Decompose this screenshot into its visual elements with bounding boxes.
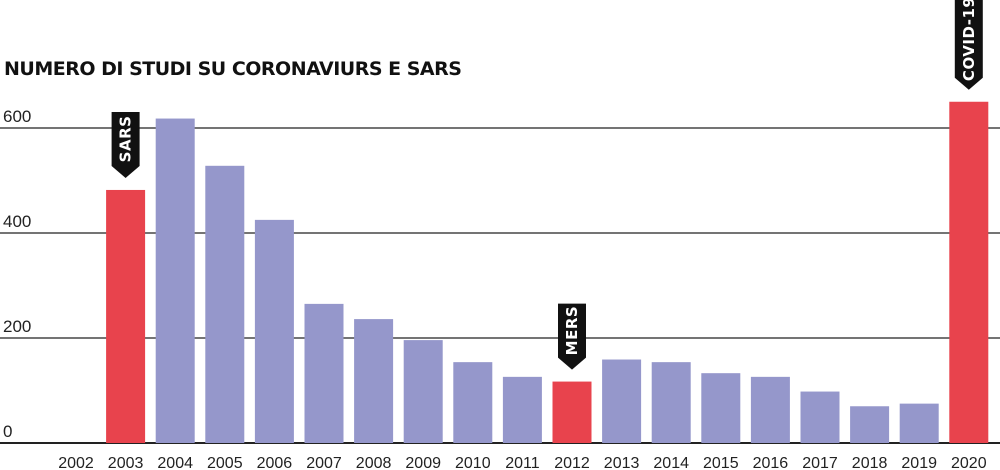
bar-2005 <box>205 165 245 444</box>
x-axis: 2002 2003 2004 2005 2006 2007 2008 2009 2010 2011… <box>58 455 986 470</box>
y-tick-label: 600 <box>3 107 31 126</box>
y-tick-label: 0 <box>3 422 12 441</box>
bar-2006 <box>254 219 294 443</box>
x-tick-label: 2017 <box>802 455 838 470</box>
bar-2018 <box>850 406 890 443</box>
annotation-label: SARS <box>117 116 135 163</box>
bars <box>106 101 989 444</box>
x-tick-label: 2005 <box>207 455 243 470</box>
x-tick-label: 2011 <box>505 455 540 470</box>
x-tick-label: 2002 <box>58 455 94 470</box>
y-tick-label: 400 <box>3 212 31 231</box>
bar-2013 <box>602 359 642 443</box>
bar-2020 <box>949 101 989 443</box>
bar-2003 <box>106 189 146 443</box>
x-tick-label: 2006 <box>257 455 293 470</box>
annotation-label: COVID-19 <box>960 0 978 81</box>
x-tick-label: 2014 <box>653 455 689 470</box>
annotation-covid-19: COVID-19 <box>954 0 983 90</box>
bar-2012 <box>552 381 592 443</box>
y-tick-label: 200 <box>3 317 31 336</box>
x-tick-label: 2016 <box>753 455 789 470</box>
bar-2019 <box>899 403 939 443</box>
bar-2014 <box>651 362 691 443</box>
bar-2010 <box>453 362 493 443</box>
x-tick-label: 2019 <box>901 455 937 470</box>
bar-2004 <box>155 118 195 444</box>
x-tick-label: 2015 <box>703 455 739 470</box>
bar-2007 <box>304 303 344 443</box>
annotation-mers: MERS <box>558 303 586 370</box>
annotation-flag <box>558 303 586 370</box>
bar-2017 <box>800 391 840 443</box>
grid <box>0 127 1000 444</box>
x-tick-label: 2010 <box>455 455 491 470</box>
x-tick-label: 2018 <box>852 455 888 470</box>
bar-2015 <box>701 373 741 443</box>
x-tick-label: 2013 <box>604 455 640 470</box>
x-tick-label: 2009 <box>405 455 441 470</box>
bar-2016 <box>750 376 790 443</box>
annotations: SARS MERS COVID-19 <box>111 0 983 370</box>
bar-2008 <box>354 319 394 443</box>
annotation-flag <box>111 111 140 178</box>
x-tick-label: 2007 <box>306 455 342 470</box>
x-tick-label: 2003 <box>108 455 144 470</box>
annotation-sars: SARS <box>111 111 140 178</box>
chart-title: NUMERO DI STUDI SU CORONAVIURS E SARS <box>4 58 461 80</box>
x-tick-label: 2020 <box>951 455 987 470</box>
x-tick-label: 2004 <box>157 455 193 470</box>
x-tick-label: 2008 <box>356 455 392 470</box>
bar-2009 <box>403 340 443 443</box>
bar-2011 <box>502 376 542 443</box>
x-tick-label: 2012 <box>554 455 590 470</box>
y-axis: 0 200 400 600 <box>3 107 31 441</box>
annotation-flag <box>954 0 983 90</box>
annotation-label: MERS <box>563 306 581 356</box>
